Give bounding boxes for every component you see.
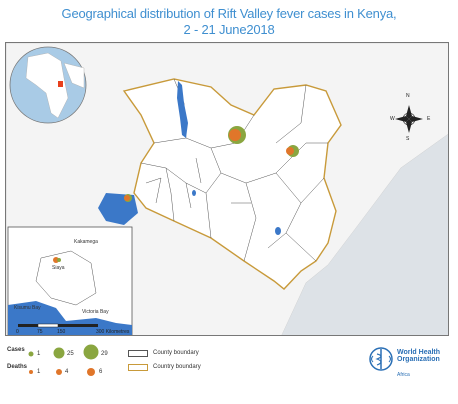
compass-rose xyxy=(395,105,423,133)
deaths-symbol-marsabit xyxy=(229,129,241,141)
county-boundaries xyxy=(140,78,328,262)
legend-cases-29 xyxy=(83,344,99,360)
map-legend: Cases Deaths 1 25 29 1 4 6 County bounda… xyxy=(5,337,449,397)
small-lake xyxy=(275,227,281,235)
legend-cases-value-25: 25 xyxy=(67,351,74,357)
lake-turkana xyxy=(177,81,188,138)
who-logo-emblem xyxy=(369,347,393,371)
legend-deaths-label: Deaths xyxy=(7,364,28,370)
globe-inset xyxy=(9,46,87,124)
deaths-symbol-wajir xyxy=(286,147,294,155)
legend-deaths-1 xyxy=(29,370,33,374)
who-logo-text: World Health Organization xyxy=(397,349,440,363)
who-region: Africa xyxy=(397,372,410,378)
map-frame: N S W E Kakamega Siaya Kisumu Bay Victor… xyxy=(5,42,449,336)
kenya-map xyxy=(6,43,448,335)
legend-cases-1 xyxy=(28,351,34,357)
legend-cases-value-29: 29 xyxy=(101,351,108,357)
legend-deaths-6 xyxy=(87,368,95,376)
scale-tick-300: 300 Kilometres xyxy=(96,329,130,335)
scale-tick-150: 150 xyxy=(57,329,66,335)
who-name-line2: Organization xyxy=(397,356,440,363)
legend-cases-value-1: 1 xyxy=(37,351,41,357)
legend-county-swatch xyxy=(128,350,148,357)
compass-n: N xyxy=(406,93,410,99)
map-title-line2: 2 - 21 June2018 xyxy=(183,22,275,37)
legend-county-boundary: County boundary xyxy=(153,350,199,356)
inset-map xyxy=(7,226,133,335)
scale-tick-75: 75 xyxy=(37,329,43,335)
legend-deaths-value-4: 4 xyxy=(65,369,69,375)
indian-ocean xyxy=(281,134,448,335)
legend-deaths-4 xyxy=(56,369,62,375)
legend-deaths-value-6: 6 xyxy=(99,369,103,375)
deaths-symbol-west xyxy=(124,195,130,201)
legend-cases-25 xyxy=(53,347,65,359)
inset-label-victoria-bay: Victoria Bay xyxy=(82,309,109,315)
compass-e: E xyxy=(427,116,431,122)
legend-country-swatch xyxy=(128,364,148,371)
kenya-land xyxy=(122,78,342,290)
inset-label-kakamega: Kakamega xyxy=(74,239,98,245)
map-title-line1: Geographical distribution of Rift Valley… xyxy=(61,6,397,21)
legend-country-boundary: Country boundary xyxy=(153,364,201,370)
legend-deaths-value-1: 1 xyxy=(37,369,41,375)
compass-w: W xyxy=(390,116,395,122)
legend-cases-label: Cases xyxy=(7,347,25,353)
inset-label-kisumu-bay: Kisumu Bay xyxy=(14,305,41,311)
who-name-line1: World Health xyxy=(397,349,441,356)
legend-symbols xyxy=(28,344,99,376)
compass-s: S xyxy=(406,136,410,142)
scale-tick-0: 0 xyxy=(16,329,19,335)
scale-bar xyxy=(18,323,98,328)
small-lake-2 xyxy=(192,190,196,196)
inset-label-siaya: Siaya xyxy=(52,265,65,271)
